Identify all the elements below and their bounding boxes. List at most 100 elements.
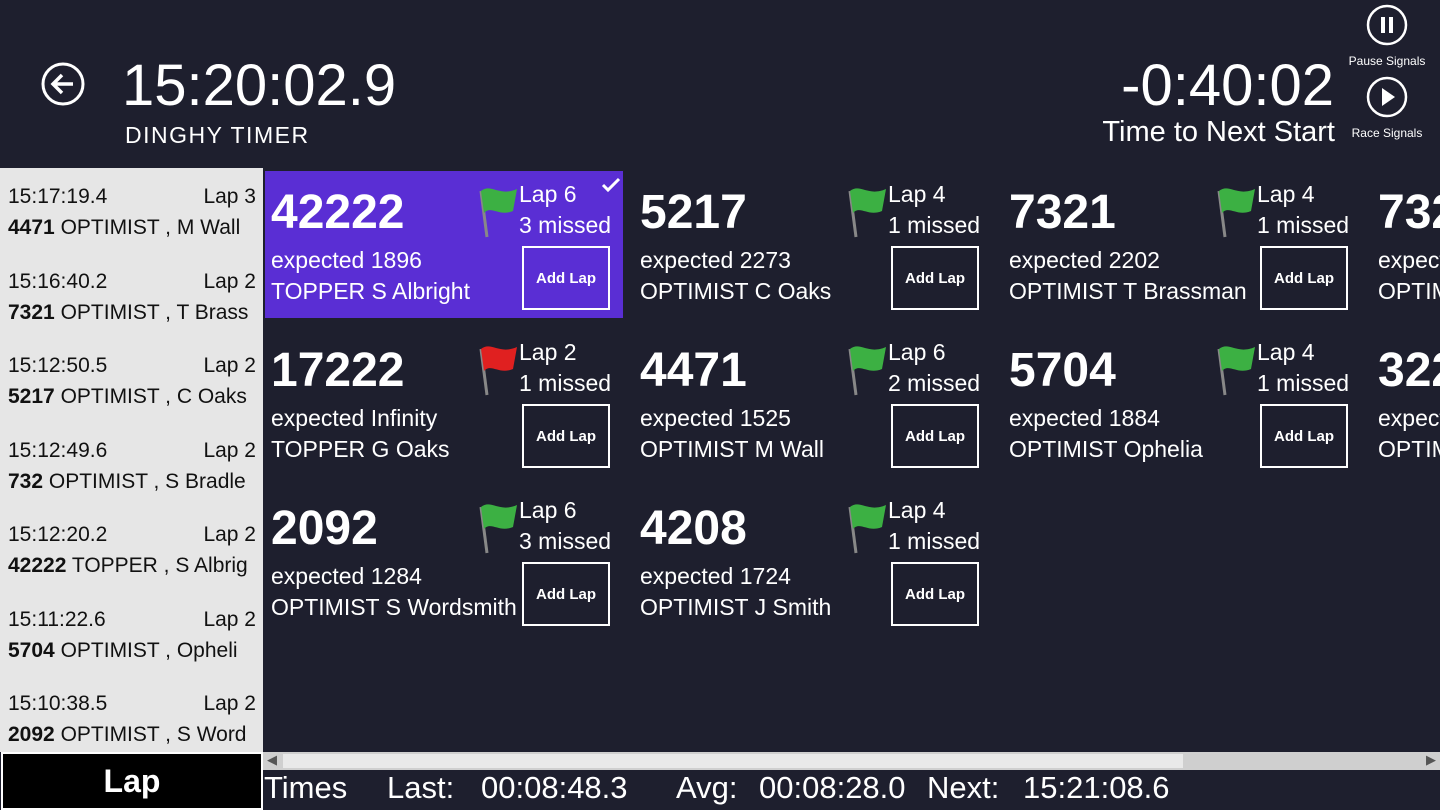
lap-number: Lap 2 — [203, 269, 256, 293]
race-label: Race Signals — [1351, 126, 1423, 140]
add-lap-button[interactable]: Add Lap — [522, 562, 610, 626]
expected: expected 1724 — [640, 563, 791, 589]
lap-count: Lap 6 — [519, 497, 577, 523]
sail-number: 4208 — [640, 502, 747, 555]
sail-number: 5704 — [1009, 344, 1116, 397]
flag-icon — [848, 504, 886, 554]
lap-number: Lap 2 — [203, 692, 256, 715]
sail-number: 42222 — [8, 554, 67, 577]
lap-log-item[interactable]: 15:16:40.2 Lap 2 7321 OPTIMIST , T Brass — [8, 267, 256, 351]
expected: expect — [1378, 247, 1440, 273]
boat-card[interactable]: 4471 expected 1525 OPTIMIST M Wall Lap 6 2 m… — [634, 329, 992, 476]
boat-card[interactable]: 5704 expected 1884 OPTIMIST Ophelia Lap 4 1 … — [1003, 329, 1361, 476]
lap-count: Lap 6 — [888, 339, 946, 365]
lap-count: Lap 6 — [519, 181, 577, 207]
next-label: Next: — [927, 770, 1000, 805]
lap-time: 15:10:38.5 — [8, 692, 108, 715]
sail-number: 732 — [8, 469, 44, 493]
boat-name: TOPPER , S Albrig — [71, 554, 248, 577]
flag-icon — [479, 346, 517, 396]
add-lap-button[interactable]: Add Lap — [522, 246, 610, 310]
missed-count: 1 missed — [519, 370, 612, 396]
lap-time: 15:12:49.6 — [8, 438, 108, 462]
add-lap-button[interactable]: Add Lap — [522, 404, 610, 468]
flag-icon — [1217, 346, 1255, 396]
lap-button[interactable]: Lap — [1, 752, 263, 810]
add-lap-button[interactable]: Add Lap — [891, 404, 979, 468]
boat-card[interactable]: 5217 expected 2273 OPTIMIST C Oaks Lap 4 1 m… — [634, 171, 992, 318]
countdown: -0:40:02 — [1121, 53, 1334, 118]
boat-name: TOPPER G Oaks — [271, 436, 450, 462]
lap-time: 15:11:22.6 — [8, 607, 106, 631]
lap-boat: 4471 OPTIMIST , M Wall — [8, 216, 240, 240]
boat-name: OPTIMIST , T Brass — [60, 300, 249, 324]
sail-number: 5217 — [8, 385, 55, 408]
missed-count: 2 missed — [888, 370, 981, 396]
scrollbar[interactable]: ◀ ▶ — [263, 752, 1440, 770]
lap-count: Lap 4 — [1257, 181, 1315, 207]
avg-time: 00:08:28.0 — [759, 770, 906, 805]
flag-icon — [479, 188, 517, 238]
boat-card[interactable]: 2092 expected 1284 OPTIMIST S Wordsmith Lap… — [265, 487, 623, 634]
lap-boat: 7321 OPTIMIST , T Brass — [8, 301, 248, 325]
flag-icon — [1217, 188, 1255, 238]
lap-time: 15:17:19.4 — [8, 185, 108, 208]
expected: expected 1284 — [271, 563, 422, 589]
lap-log-item[interactable]: 15:12:20.2 Lap 2 42222 TOPPER , S Albrig — [8, 520, 256, 604]
lap-boat: 732 OPTIMIST , S Bradle — [8, 470, 246, 494]
boat-name: OPTIMIST , Opheli — [60, 638, 238, 662]
boat-card[interactable]: 7321 expected 2202 OPTIMIST T Brassman Lap … — [1003, 171, 1361, 318]
lap-boat: 5217 OPTIMIST , C Oaks — [8, 385, 247, 409]
add-lap-button[interactable]: Add Lap — [1260, 404, 1348, 468]
back-button[interactable] — [40, 62, 86, 108]
boat-name: OPTIMIST , S Bradle — [48, 469, 246, 493]
add-lap-button[interactable]: Add Lap — [891, 562, 979, 626]
expected: expected 1282 — [1378, 405, 1440, 431]
missed-count: 1 missed — [888, 212, 981, 238]
boat-name: OPTIMIST C Oaks — [640, 278, 832, 304]
scroll-left[interactable]: ◀ — [267, 752, 277, 767]
sail-number: 4471 — [640, 344, 747, 397]
add-lap-button[interactable]: Add Lap — [1260, 246, 1348, 310]
boat-card[interactable]: 4208 expected 1724 OPTIMIST J Smith Lap 4 1 … — [634, 487, 992, 634]
boat-name: OPTIMIST , C Oaks — [60, 385, 247, 408]
add-lap-button[interactable]: Add Lap — [891, 246, 979, 310]
flag-icon — [848, 346, 886, 396]
boat-name: OPTIMIST T Brassman — [1009, 278, 1247, 304]
sail-number: 5704 — [8, 638, 55, 662]
lap-log-item[interactable]: 15:17:19.4 Lap 3 4471 OPTIMIST , M Wall — [8, 182, 256, 266]
missed-count: 3 missed — [519, 212, 612, 238]
lap-count: Lap 4 — [1257, 339, 1315, 365]
lap-count: Lap 4 — [888, 181, 946, 207]
lap-number: Lap 3 — [203, 185, 256, 208]
lap-log: 15:17:19.4 Lap 3 4471 OPTIMIST , M Wall 15:… — [0, 168, 263, 752]
sail-number: 5217 — [640, 186, 747, 239]
sail-number: 7321 — [8, 300, 55, 324]
avg-label: Avg: — [676, 770, 738, 805]
lap-log-item[interactable]: 15:11:22.6 Lap 2 5704 OPTIMIST , Opheli — [8, 605, 256, 689]
lap-boat: 2092 OPTIMIST , S Word — [8, 723, 247, 747]
lap-number: Lap 2 — [203, 607, 256, 631]
race-button[interactable] — [1366, 76, 1408, 118]
boat-card[interactable]: 17222 expected Infinity TOPPER G Oaks Lap 2… — [265, 329, 623, 476]
sail-number: 17222 — [271, 344, 405, 397]
lap-log-item[interactable]: 15:12:50.5 Lap 2 5217 OPTIMIST , C Oaks — [8, 351, 256, 435]
scroll-thumb[interactable] — [283, 754, 1183, 768]
flag-icon — [848, 188, 886, 238]
missed-count: 1 missed — [1257, 370, 1350, 396]
boat-name: OPTIMIST J Smith — [640, 594, 832, 620]
clock: 15:20:02.9 — [122, 53, 397, 118]
pause-button[interactable] — [1366, 4, 1408, 46]
lap-log-item[interactable]: 15:12:49.6 Lap 2 732 OPTIMIST , S Bradle — [8, 436, 256, 520]
boat-card[interactable]: 42222 expected 1896 TOPPER S Albright Lap 6… — [265, 171, 623, 318]
sail-number: 732 — [1378, 186, 1440, 239]
boat-card[interactable]: 732 expect OPTIM — [1372, 171, 1440, 318]
lap-log-item[interactable]: 15:10:38.5 Lap 2 2092 OPTIMIST , S Word — [8, 689, 256, 752]
expected: expected 2202 — [1009, 247, 1160, 273]
countdown-label: Time to Next Start — [1102, 116, 1335, 148]
app-title: DINGHY TIMER — [125, 122, 310, 148]
scroll-right[interactable]: ▶ — [1426, 752, 1436, 767]
sail-number: 2092 — [8, 723, 55, 746]
